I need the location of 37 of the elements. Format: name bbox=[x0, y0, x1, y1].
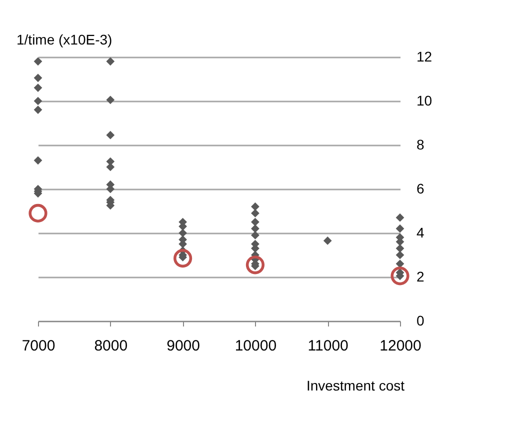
x-axis-title: Investment cost bbox=[306, 378, 405, 394]
point bbox=[396, 213, 404, 222]
point bbox=[34, 57, 42, 66]
y-tick-label: 12 bbox=[416, 48, 432, 64]
point bbox=[396, 250, 404, 260]
point bbox=[34, 106, 42, 114]
point bbox=[251, 231, 260, 240]
y-tick-label: 4 bbox=[416, 224, 424, 240]
y-tick-label: 8 bbox=[416, 136, 424, 152]
point bbox=[251, 202, 260, 211]
point bbox=[251, 224, 260, 233]
x-tick-label: 8000 bbox=[94, 338, 128, 354]
point bbox=[34, 96, 42, 106]
point bbox=[173, 249, 192, 268]
point bbox=[396, 224, 404, 233]
point bbox=[396, 244, 404, 253]
point bbox=[246, 256, 265, 274]
point bbox=[34, 156, 42, 165]
x-tick-label: 9000 bbox=[166, 338, 200, 354]
x-tick-label: 10000 bbox=[234, 338, 277, 354]
point bbox=[106, 96, 115, 104]
y-tick-label: 10 bbox=[416, 92, 432, 108]
x-tick-label: 12000 bbox=[380, 338, 422, 354]
y-tick-label: 6 bbox=[416, 180, 424, 196]
y-axis-title: 1/time (x10E-3) bbox=[16, 32, 112, 48]
point bbox=[323, 236, 332, 245]
y-tick-label: 2 bbox=[416, 268, 424, 284]
x-tick-label: 7000 bbox=[22, 338, 56, 354]
point bbox=[106, 57, 115, 66]
point bbox=[390, 266, 410, 286]
y-tick-label: 0 bbox=[416, 312, 424, 328]
point bbox=[251, 209, 260, 218]
point bbox=[34, 84, 42, 92]
point bbox=[106, 130, 115, 140]
point bbox=[34, 74, 42, 82]
point bbox=[28, 204, 48, 222]
x-tick-label: 11000 bbox=[308, 338, 348, 354]
